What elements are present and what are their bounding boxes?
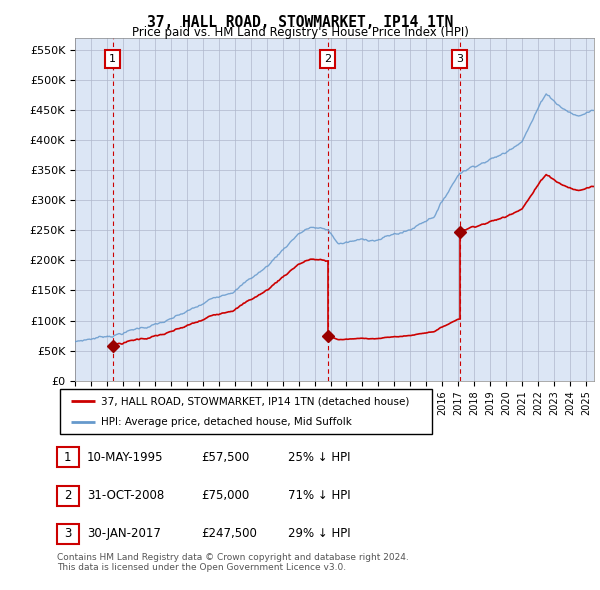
- Text: 25% ↓ HPI: 25% ↓ HPI: [288, 451, 350, 464]
- FancyBboxPatch shape: [60, 389, 432, 434]
- Text: 31-OCT-2008: 31-OCT-2008: [87, 489, 164, 502]
- Text: HPI: Average price, detached house, Mid Suffolk: HPI: Average price, detached house, Mid …: [101, 417, 352, 427]
- Text: 30-JAN-2017: 30-JAN-2017: [87, 527, 161, 540]
- Text: 37, HALL ROAD, STOWMARKET, IP14 1TN: 37, HALL ROAD, STOWMARKET, IP14 1TN: [147, 15, 453, 30]
- Text: 37, HALL ROAD, STOWMARKET, IP14 1TN (detached house): 37, HALL ROAD, STOWMARKET, IP14 1TN (det…: [101, 396, 409, 407]
- Text: £57,500: £57,500: [201, 451, 249, 464]
- Text: 1: 1: [109, 54, 116, 64]
- Text: 2: 2: [64, 489, 71, 502]
- Text: £247,500: £247,500: [201, 527, 257, 540]
- Text: 2: 2: [324, 54, 331, 64]
- Text: 1: 1: [64, 451, 71, 464]
- Text: £75,000: £75,000: [201, 489, 249, 502]
- Text: 3: 3: [64, 527, 71, 540]
- Text: 29% ↓ HPI: 29% ↓ HPI: [288, 527, 350, 540]
- Text: Contains HM Land Registry data © Crown copyright and database right 2024.
This d: Contains HM Land Registry data © Crown c…: [57, 553, 409, 572]
- Text: 71% ↓ HPI: 71% ↓ HPI: [288, 489, 350, 502]
- Text: Price paid vs. HM Land Registry's House Price Index (HPI): Price paid vs. HM Land Registry's House …: [131, 26, 469, 39]
- Text: 10-MAY-1995: 10-MAY-1995: [87, 451, 163, 464]
- Text: 3: 3: [456, 54, 463, 64]
